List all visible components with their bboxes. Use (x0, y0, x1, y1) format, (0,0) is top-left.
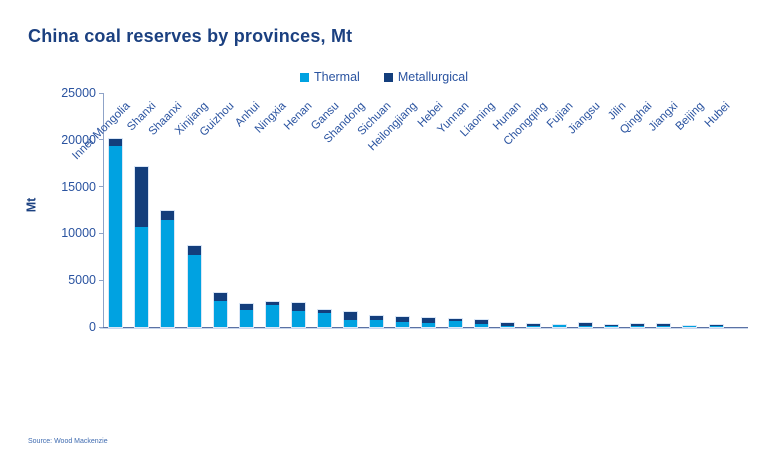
y-axis-line (103, 93, 104, 327)
bar-xinjiang (186, 245, 202, 328)
bar-segment-thermal (344, 320, 358, 327)
bar-segment-thermal (709, 326, 723, 327)
bar-jiangxi (656, 323, 672, 328)
bar-segment-metallurgical (109, 139, 123, 146)
bar-segment-thermal (657, 326, 671, 327)
bar-gansu (317, 309, 332, 328)
bar-segment-metallurgical (135, 167, 149, 227)
bar-beijing (682, 325, 698, 328)
bar-shaanxi (160, 210, 176, 328)
bar-segment-metallurgical (579, 323, 592, 326)
y-axis-tick-label: 20000 (61, 132, 96, 147)
bar-shanxi (134, 166, 150, 328)
bar-segment-thermal (396, 322, 410, 327)
bar-hebei (421, 317, 437, 328)
legend-label-metallurgical: Metallurgical (397, 70, 468, 84)
bar-hunan (499, 322, 515, 328)
bar-shandong (343, 311, 359, 328)
bar-segment-thermal (631, 326, 645, 327)
bar-segment-metallurgical (291, 303, 305, 311)
bar-segment-thermal (448, 321, 462, 327)
bar-segment-metallurgical (213, 293, 227, 301)
metallurgical-swatch-icon (383, 72, 393, 82)
bar-chongqing (525, 323, 541, 328)
bar-segment-thermal (135, 227, 149, 327)
y-axis-tick-label: 5000 (68, 273, 96, 288)
bar-segment-thermal (318, 313, 331, 327)
bar-segment-thermal (213, 301, 227, 327)
bar-segment-metallurgical (396, 317, 410, 322)
bar-hubei (708, 324, 724, 328)
y-axis-tick-mark (99, 139, 103, 141)
chart-title: China coal reserves by provinces, Mt (28, 26, 353, 46)
bar-jilin (604, 324, 620, 328)
bar-segment-thermal (500, 326, 514, 327)
y-axis-tick-mark (99, 279, 103, 281)
bar-qinghai (630, 323, 646, 328)
bar-inner-mongolia (108, 138, 124, 328)
bar-jiangsu (578, 322, 593, 328)
bar-segment-metallurgical (709, 325, 723, 326)
bar-segment-metallurgical (474, 320, 488, 324)
legend-item-metallurgical: Metallurgical (383, 70, 468, 84)
x-axis-line (100, 327, 748, 328)
bar-fujian (551, 324, 567, 328)
bar-segment-thermal (265, 305, 279, 327)
legend-label-thermal: Thermal (313, 70, 360, 84)
bar-segment-metallurgical (344, 312, 358, 320)
bar-segment-metallurgical (605, 325, 619, 326)
y-axis-tick-label: 25000 (61, 86, 96, 100)
y-axis-tick-mark (99, 92, 103, 94)
bar-segment-metallurgical (526, 324, 540, 326)
source-note: Source: Wood Mackenzie (28, 438, 108, 445)
bar-segment-thermal (291, 311, 305, 327)
bar-segment-thermal (605, 326, 619, 327)
bar-segment-metallurgical (265, 302, 279, 305)
bar-segment-thermal (161, 220, 175, 327)
y-axis-tick-label: 0 (89, 320, 96, 334)
bar-segment-thermal (422, 323, 436, 327)
bar-segment-metallurgical (422, 318, 436, 323)
bar-guizhou (212, 292, 228, 328)
thermal-swatch-icon (299, 72, 309, 82)
bar-segment-metallurgical (657, 324, 671, 326)
y-axis-tick-label: 15000 (61, 179, 96, 194)
bar-liaoning (473, 319, 489, 328)
bar-segment-thermal (239, 310, 253, 327)
bar-segment-metallurgical (500, 323, 514, 326)
bar-segment-thermal (474, 324, 488, 327)
bar-segment-metallurgical (448, 319, 462, 321)
bar-segment-metallurgical (370, 316, 384, 320)
bar-segment-metallurgical (318, 310, 331, 313)
bar-segment-thermal (579, 326, 592, 327)
bar-henan (290, 302, 306, 328)
bar-segment-thermal (683, 326, 697, 327)
bar-segment-thermal (526, 326, 540, 327)
y-axis-tick-mark (99, 186, 103, 188)
bar-segment-metallurgical (161, 211, 175, 220)
bar-segment-metallurgical (187, 246, 201, 255)
bar-segment-thermal (187, 255, 201, 327)
y-axis-tick-label: 10000 (61, 226, 96, 241)
bar-segment-metallurgical (631, 324, 645, 326)
bar-segment-thermal (552, 325, 566, 327)
bar-ningxia (264, 301, 280, 328)
legend-item-thermal: Thermal (299, 70, 360, 84)
bar-segment-thermal (370, 320, 384, 327)
plot-area: 0 5000 10000 15000 20000 25000 Inner Mongolia S… (61, 86, 748, 334)
y-axis-tick-mark (99, 232, 103, 234)
bar-anhui (238, 303, 254, 328)
bar-heilongjiang (395, 316, 411, 328)
bar-segment-metallurgical (239, 304, 253, 310)
legend: Thermal Metallurgical (0, 70, 768, 84)
bar-sichuan (369, 315, 385, 328)
bar-segment-thermal (109, 146, 123, 327)
bar-yunnan (447, 318, 463, 328)
y-axis-tick-mark (99, 326, 103, 328)
